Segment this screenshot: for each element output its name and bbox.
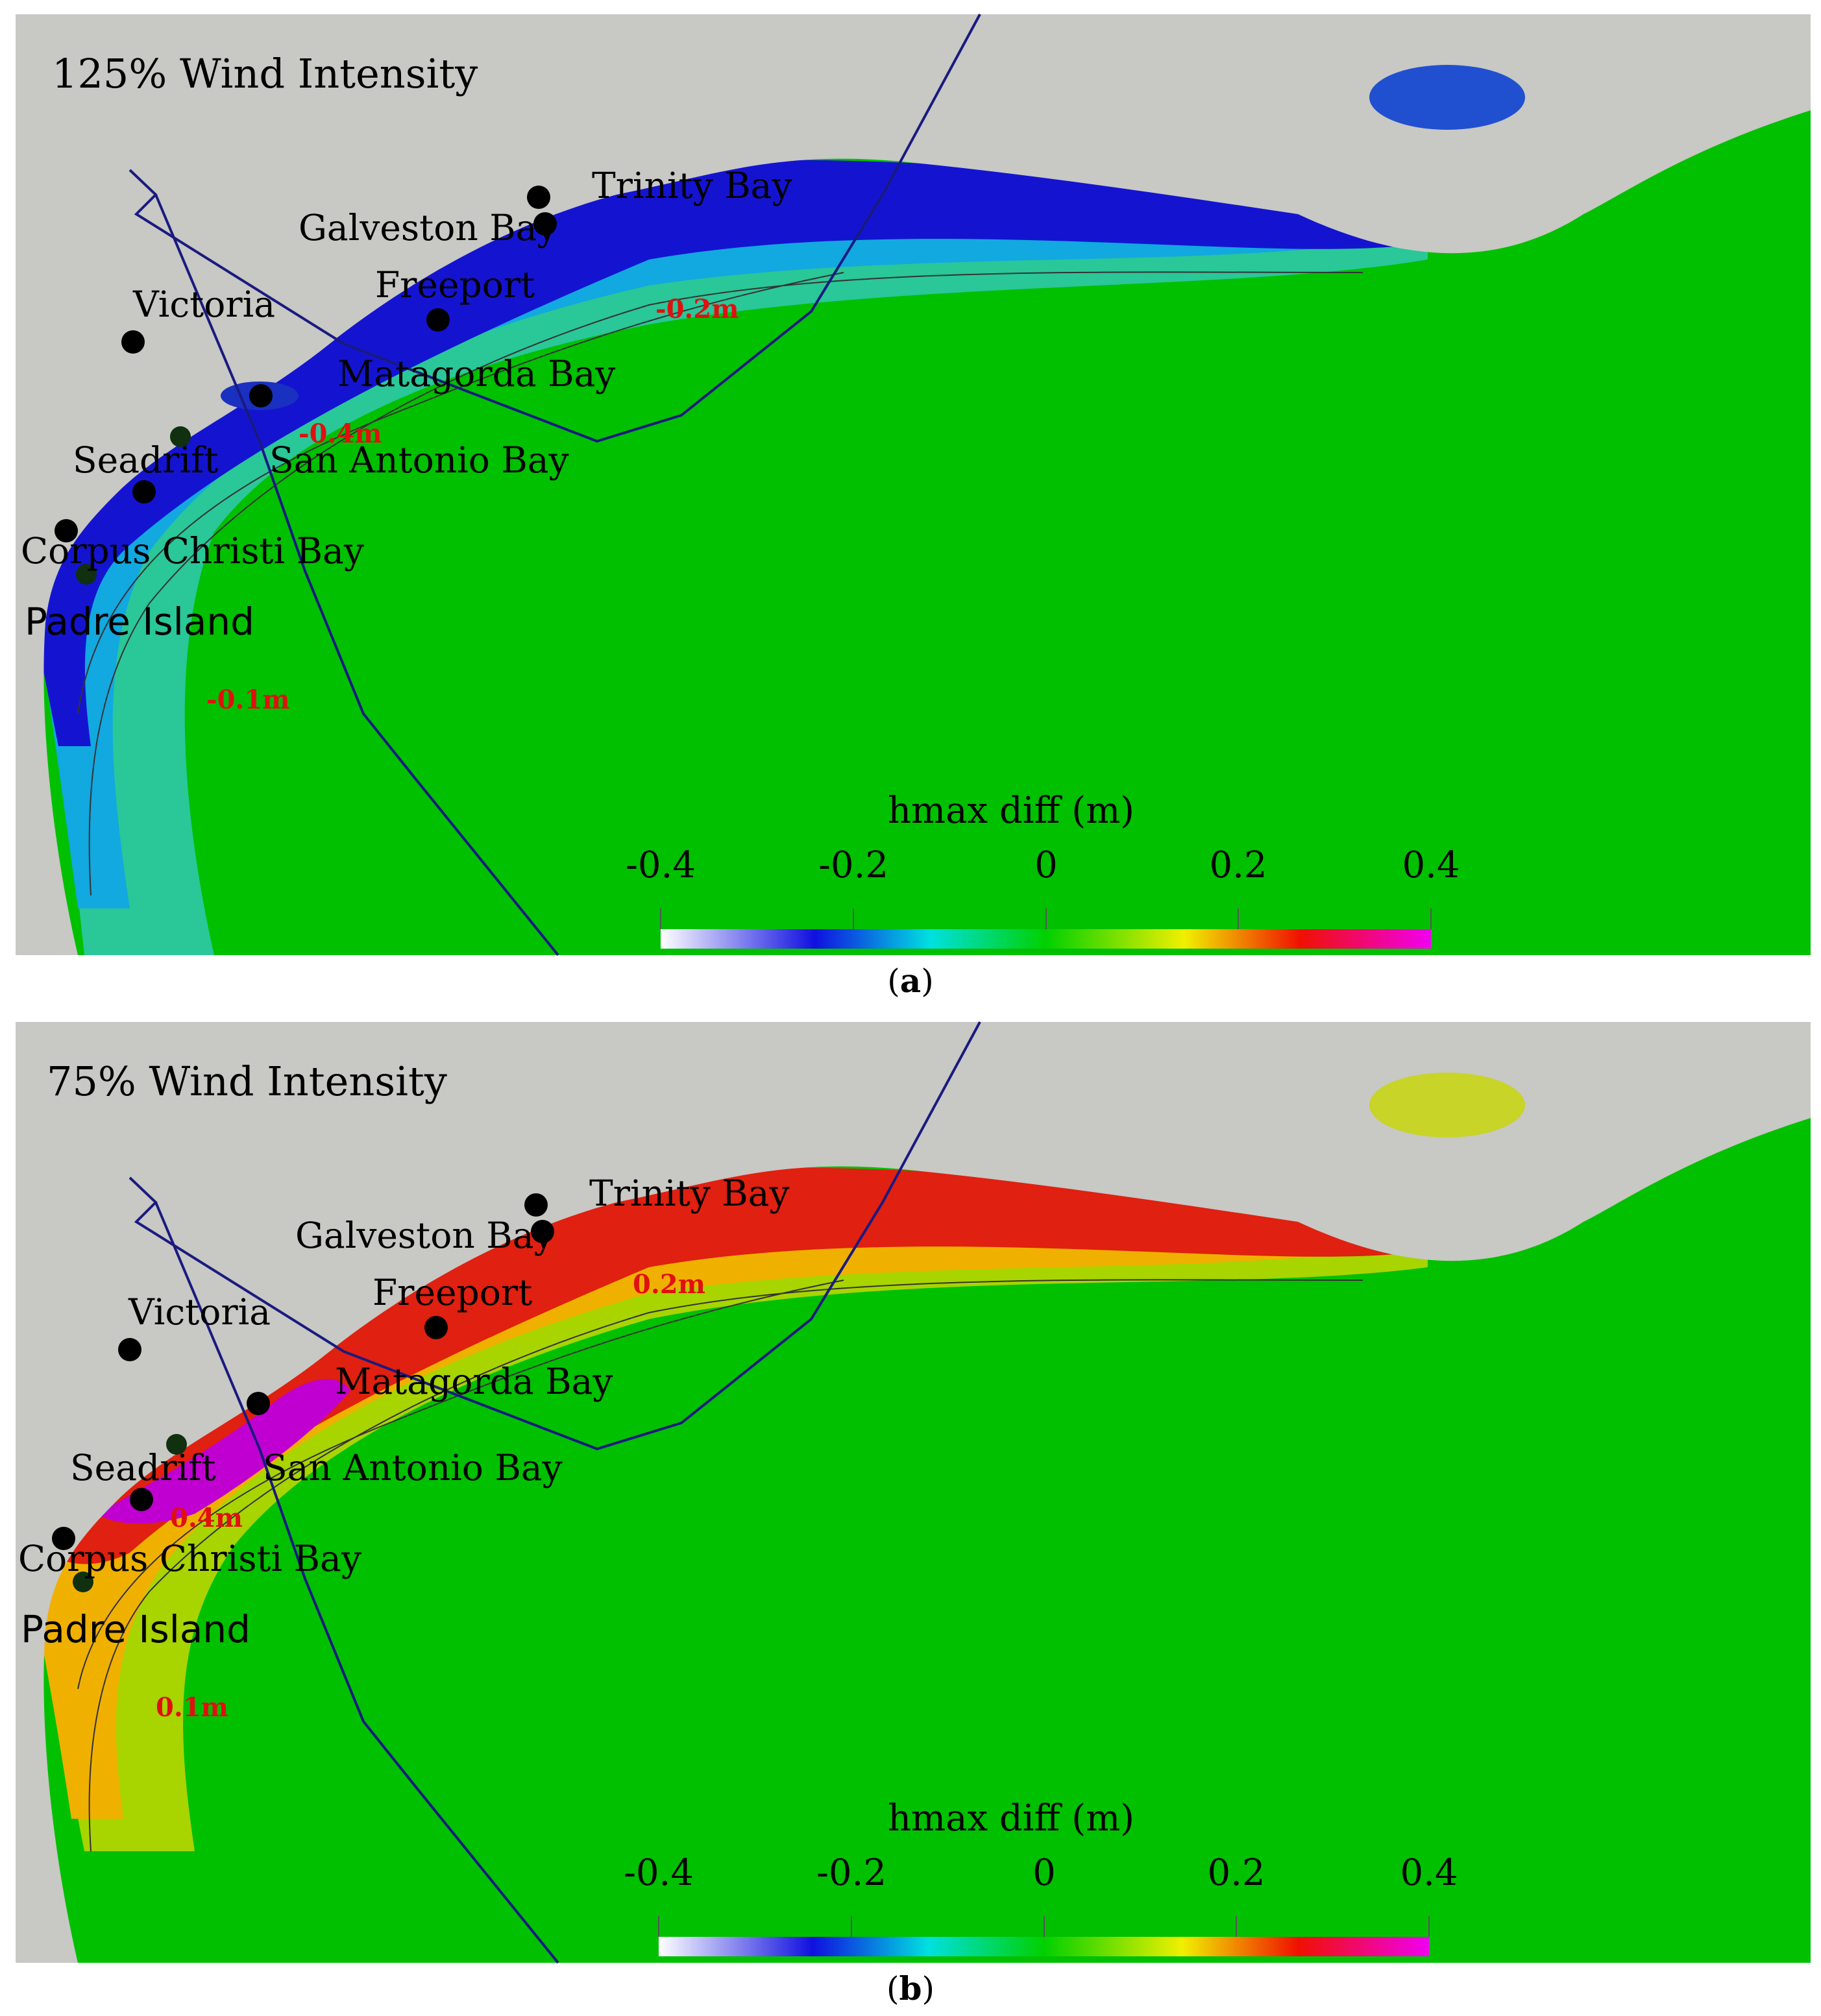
caption-letter: a: [899, 962, 922, 1000]
caption-b: (b): [886, 1969, 935, 2008]
marker-dot: [118, 1338, 141, 1361]
map-b-svg: 75% Wind Intensity Trinity Bay Galveston…: [16, 1021, 1811, 1964]
contour-label: -0.2m: [655, 294, 739, 324]
colorbar-tick: -0.4: [624, 1852, 694, 1894]
panel-b-map: 75% Wind Intensity Trinity Bay Galveston…: [0, 1008, 1821, 1968]
label-matagorda-bay: Matagorda Bay: [337, 353, 615, 395]
location-markers: [55, 186, 557, 585]
marker-dot: [426, 308, 450, 332]
contour-label: -0.4m: [299, 419, 382, 449]
label-galveston-bay: Galveston Bay: [299, 207, 557, 249]
contour-label: 0.4m: [170, 1503, 243, 1533]
marker-dot: [170, 426, 191, 447]
colorbar-tick-marks: [660, 908, 1432, 929]
colorbar-ticks: -0.4 -0.2 0 0.2 0.4: [624, 1852, 1458, 1894]
contour-line: [77, 272, 844, 714]
storm-track: [154, 194, 559, 956]
contour-label: -0.1m: [206, 685, 290, 715]
label-victoria: Victoria: [132, 284, 275, 325]
colorbar-title: hmax diff (m): [888, 1797, 1134, 1840]
marker-dot: [76, 564, 97, 585]
colorbar-tick: 0: [1034, 844, 1058, 886]
contour-line: [77, 1280, 844, 1690]
label-trinity-bay: Trinity Bay: [589, 1172, 790, 1214]
land: [16, 14, 1811, 955]
storm-track: [128, 14, 981, 443]
marker-dot: [130, 1488, 153, 1511]
colorbar-tick: 0.2: [1209, 844, 1267, 886]
caption-letter: b: [899, 1969, 922, 2008]
storm-track: [128, 1021, 981, 1451]
marker-dot: [121, 330, 145, 354]
label-san-antonio-bay: San Antonio Bay: [263, 1447, 563, 1488]
map-a-svg: 125% Wind Intensity Trinity Bay Galvesto…: [16, 14, 1811, 956]
marker-dot: [247, 1392, 270, 1415]
label-freeport: Freeport: [375, 264, 535, 306]
marker-dot: [249, 384, 273, 407]
marker-dot: [527, 186, 550, 209]
panel-title: 125% Wind Intensity: [52, 50, 478, 97]
label-trinity-bay: Trinity Bay: [592, 165, 792, 206]
label-freeport: Freeport: [373, 1272, 532, 1313]
label-seadrift: Seadrift: [70, 1447, 216, 1488]
marker-dot: [73, 1572, 93, 1592]
label-padre-island: Padre Island: [21, 1607, 251, 1651]
peak-anomaly: [97, 1379, 350, 1524]
colorbar-tick: -0.4: [626, 844, 696, 886]
marker-dot: [55, 519, 78, 542]
marker-dot: [52, 1527, 75, 1550]
colorbar-title: hmax diff (m): [888, 790, 1134, 832]
colorbar-tick: 0.4: [1402, 844, 1460, 886]
label-corpus-christi-bay: Corpus Christi Bay: [21, 530, 364, 572]
contour-label: 0.2m: [633, 1269, 705, 1300]
location-markers: [52, 1193, 554, 1592]
bay-water: [1369, 1073, 1525, 1137]
colorbar-tick: -0.2: [818, 844, 888, 886]
contour-line: [88, 271, 1363, 896]
label-san-antonio-bay: San Antonio Bay: [269, 439, 569, 481]
caption-a: (a): [887, 962, 934, 1000]
colorbar: [661, 929, 1431, 949]
marker-dot: [533, 212, 557, 236]
storm-track: [154, 1202, 559, 1964]
panel-a-map: 125% Wind Intensity Trinity Bay Galvesto…: [0, 0, 1821, 960]
colorbar-tick: -0.2: [816, 1852, 886, 1894]
panel-title: 75% Wind Intensity: [47, 1058, 447, 1105]
marker-dot: [424, 1316, 448, 1339]
colorbar-ticks: -0.4 -0.2 0 0.2 0.4: [626, 844, 1460, 886]
contour-label: 0.1m: [156, 1692, 228, 1723]
label-padre-island: Padre Island: [25, 600, 254, 644]
label-victoria: Victoria: [128, 1291, 271, 1333]
contour-line: [88, 1279, 1363, 1852]
colorbar-tick: 0.4: [1400, 1852, 1458, 1894]
label-corpus-christi-bay: Corpus Christi Bay: [18, 1538, 361, 1579]
label-seadrift: Seadrift: [73, 439, 219, 481]
label-matagorda-bay: Matagorda Bay: [335, 1361, 613, 1402]
land: [16, 1022, 1811, 1963]
marker-dot: [531, 1220, 554, 1243]
colorbar-tick-marks: [658, 1916, 1430, 1937]
bay-water: [1369, 65, 1525, 130]
marker-dot: [524, 1193, 548, 1217]
marker-dot: [132, 480, 156, 504]
marker-dot: [166, 1434, 187, 1455]
colorbar-tick: 0: [1033, 1852, 1056, 1894]
colorbar-tick: 0.2: [1207, 1852, 1265, 1894]
colorbar: [659, 1937, 1429, 1956]
label-galveston-bay: Galveston Bay: [295, 1215, 554, 1256]
